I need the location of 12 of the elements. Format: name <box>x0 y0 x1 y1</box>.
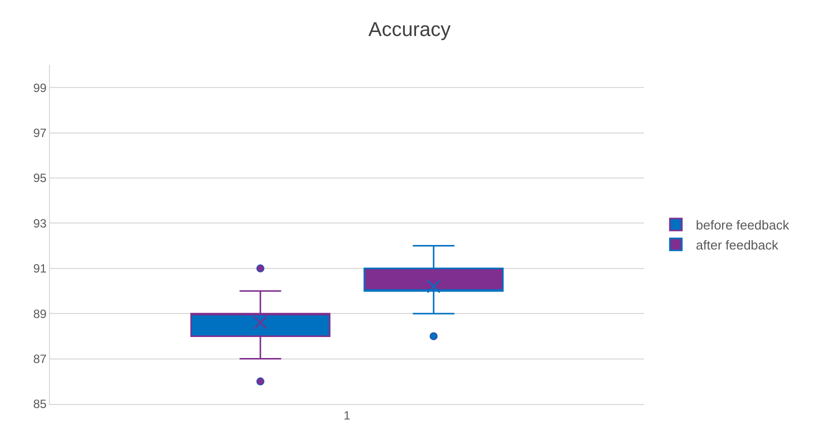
legend-label: before feedback <box>696 218 790 233</box>
y-tick-label: 97 <box>33 126 47 140</box>
y-tick-label: 93 <box>33 216 47 230</box>
legend-label: after feedback <box>696 237 779 252</box>
y-tick-label: 85 <box>33 397 47 412</box>
y-tick-label: 91 <box>33 262 47 276</box>
y-tick-label: 99 <box>33 80 47 95</box>
chart-title: Accuracy <box>368 19 451 42</box>
y-tick-label: 95 <box>33 171 47 186</box>
x-tick-label: 1 <box>344 408 351 422</box>
y-tick-label: 87 <box>33 352 47 366</box>
y-tick-label: 89 <box>33 306 47 321</box>
